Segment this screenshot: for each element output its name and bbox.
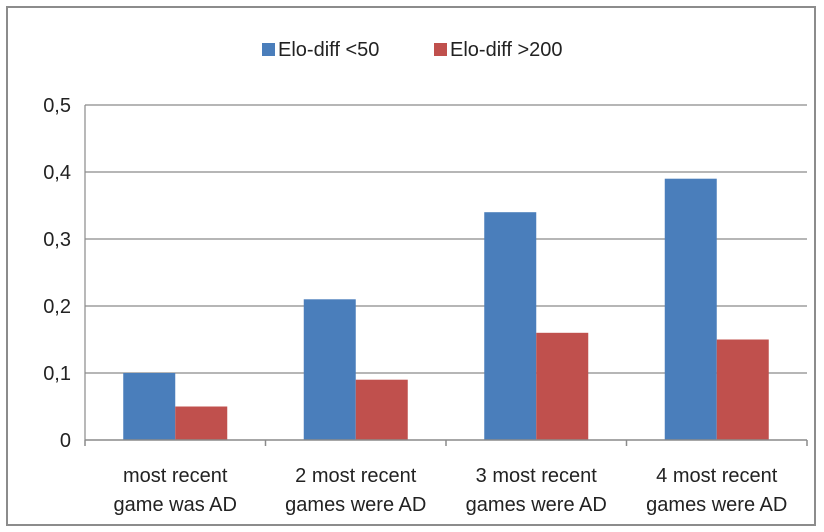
bar: [536, 332, 589, 440]
x-category-label: game was AD: [114, 494, 237, 516]
bars: [123, 178, 769, 440]
y-tick-label: 0,3: [43, 229, 71, 251]
legend: Elo-diff <50 Elo-diff >200: [262, 39, 563, 61]
x-category-label: 2 most recent: [295, 465, 417, 487]
x-category-label: games were AD: [646, 494, 787, 516]
legend-swatch: [434, 43, 447, 56]
bar: [355, 379, 408, 440]
x-category-label: most recent: [123, 465, 228, 487]
bar: [484, 212, 537, 440]
bar: [123, 373, 176, 440]
legend-label: Elo-diff >200: [450, 39, 563, 61]
x-category-label: 4 most recent: [656, 465, 778, 487]
legend-label: Elo-diff <50: [278, 39, 379, 61]
y-tick-label: 0,5: [43, 95, 71, 117]
y-tick-label: 0,1: [43, 363, 71, 385]
y-axis-tick-labels: 0 0,1 0,2 0,3 0,4 0,5: [43, 95, 71, 452]
bar: [664, 178, 717, 440]
bar: [303, 299, 356, 440]
bar: [716, 339, 769, 440]
x-category-label: games were AD: [285, 494, 426, 516]
legend-swatch: [262, 43, 275, 56]
y-tick-label: 0,2: [43, 296, 71, 318]
category-labels: most recent game was AD 2 most recent games…: [114, 465, 788, 516]
x-category-label: 3 most recent: [476, 465, 598, 487]
bar: [175, 406, 228, 440]
y-tick-label: 0: [60, 430, 71, 452]
x-category-label: games were AD: [466, 494, 607, 516]
x-axis: [84, 105, 808, 446]
y-tick-label: 0,4: [43, 162, 71, 184]
